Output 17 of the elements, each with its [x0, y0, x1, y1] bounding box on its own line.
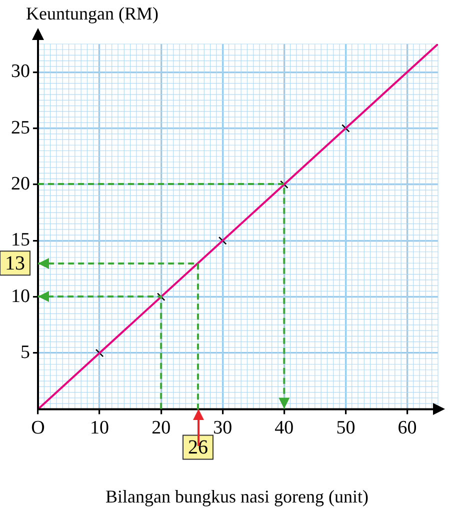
- y-tick-label: 25: [11, 117, 30, 138]
- y-tick-label: 5: [20, 342, 30, 363]
- x-tick-label: 20: [152, 418, 171, 439]
- y-tick-label: 20: [11, 173, 30, 194]
- y-tick-label: 15: [11, 230, 30, 251]
- y-axis-title: Keuntungan (RM): [26, 4, 158, 24]
- x-tick-label: O: [31, 418, 45, 439]
- x-tick-label: 10: [90, 418, 110, 439]
- x-axis-title: Bilangan bungkus nasi goreng (unit): [106, 486, 368, 507]
- x-tick-label: 30: [213, 418, 232, 439]
- x-tick-label: 60: [398, 418, 417, 439]
- annotation: 13: [5, 252, 25, 274]
- x-tick-label: 50: [336, 418, 356, 439]
- annotation: 26: [188, 436, 208, 458]
- y-tick-label: 30: [11, 61, 30, 82]
- y-tick-label: 10: [11, 286, 30, 307]
- x-tick-label: 40: [274, 418, 294, 439]
